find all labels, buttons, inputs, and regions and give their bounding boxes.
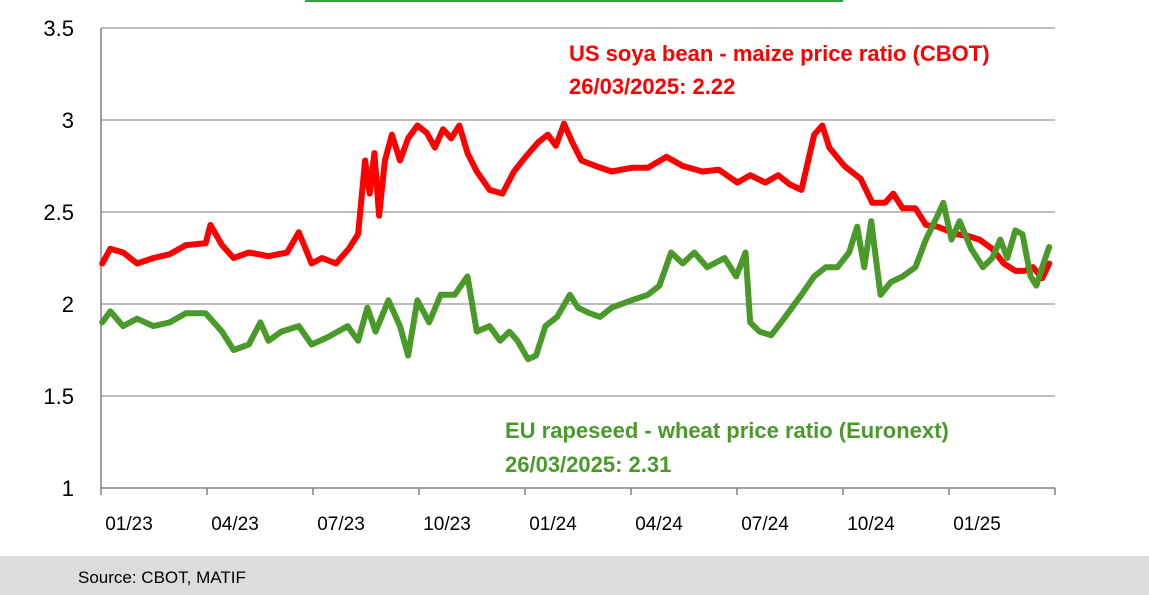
line-chart: 3.5 3 2.5 2 1.5 1 01/23 04/23 07/23 10/23 01/24 04… (43, 16, 1056, 535)
x-tick-label: 07/24 (741, 514, 789, 535)
series-annotations: US soya bean - maize price ratio (CBOT) 2… (505, 41, 990, 477)
soy-maize-series-name: US soya bean - maize price ratio (CBOT) (569, 41, 990, 66)
x-tick-label: 01/25 (953, 514, 1001, 535)
x-tick-label: 07/23 (317, 514, 365, 535)
source-footer: Source: CBOT, MATIF (0, 556, 1149, 595)
y-tick-label: 1.5 (43, 384, 74, 409)
x-tick-label: 10/23 (423, 514, 471, 535)
rapeseed-wheat-series-name: EU rapeseed - wheat price ratio (Euronex… (505, 418, 949, 443)
x-axis: 01/23 04/23 07/23 10/23 01/24 04/24 07/24 10/24… (100, 487, 1056, 535)
y-axis: 3.5 3 2.5 2 1.5 1 (43, 16, 102, 501)
x-tick-label: 04/23 (211, 514, 259, 535)
y-tick-label: 3.5 (43, 16, 74, 41)
top-accent-line (305, 0, 843, 2)
soy-maize-latest-value: 26/03/2025: 2.22 (569, 74, 735, 99)
chart-canvas: 3.5 3 2.5 2 1.5 1 01/23 04/23 07/23 10/23 01/24 04… (43, 16, 1056, 535)
x-tick-label: 01/24 (529, 514, 577, 535)
rapeseed-wheat-series-line (99, 199, 1053, 363)
y-tick-label: 2.5 (43, 200, 74, 225)
x-tick-label: 10/24 (847, 514, 895, 535)
soy-maize-series-line (99, 120, 1053, 282)
x-tick-label: 01/23 (105, 514, 153, 535)
rapeseed-wheat-latest-value: 26/03/2025: 2.31 (505, 452, 671, 477)
y-tick-label: 2 (62, 292, 74, 317)
series-lines (99, 120, 1053, 363)
grid-lines (101, 27, 1055, 397)
x-tick-label: 04/24 (635, 514, 683, 535)
y-tick-label: 1 (62, 476, 74, 501)
y-tick-label: 3 (62, 108, 74, 133)
source-label: Source: CBOT, MATIF (78, 568, 246, 587)
